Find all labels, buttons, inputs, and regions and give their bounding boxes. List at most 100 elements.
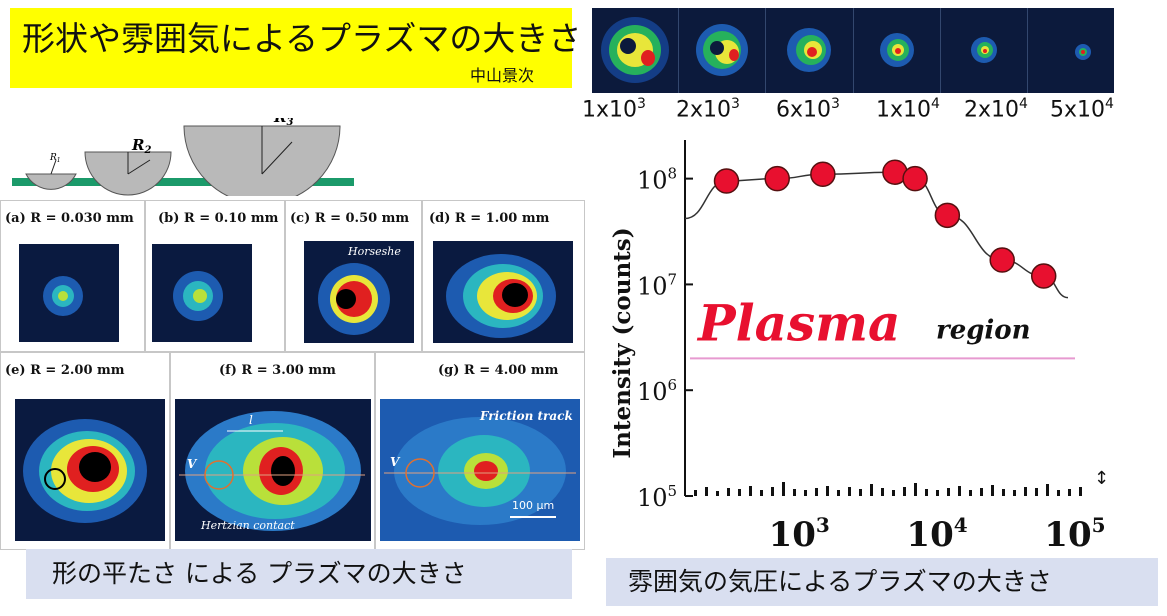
baseline-noise-mark bbox=[815, 488, 818, 496]
sphere-label-r1: R1 bbox=[49, 153, 61, 164]
baseline-noise-mark bbox=[793, 489, 796, 496]
data-point bbox=[764, 165, 790, 192]
baseline-noise-mark bbox=[705, 487, 708, 496]
baseline-noise-mark bbox=[716, 491, 719, 496]
caption-left: 形の平たさ による プラズマの大きさ bbox=[26, 549, 572, 599]
x-tick-label: 104 bbox=[906, 513, 967, 553]
baseline-noise-mark bbox=[782, 482, 785, 496]
data-point bbox=[902, 165, 928, 192]
baseline-noise-mark bbox=[694, 490, 697, 496]
title-banner bbox=[10, 8, 572, 88]
page-title: 形状や雰囲気によるプラズマの大きさ bbox=[22, 19, 582, 58]
y-axis-label: Intensity (counts) bbox=[609, 227, 636, 458]
baseline-noise-mark bbox=[760, 490, 763, 496]
baseline-noise-mark bbox=[859, 489, 862, 496]
flat-surface bbox=[12, 178, 354, 186]
panel-image bbox=[152, 244, 252, 342]
plasma-frame bbox=[854, 8, 941, 93]
baseline-noise-mark bbox=[881, 488, 884, 496]
panel-image bbox=[15, 399, 165, 541]
panel-c: (c) R = 0.50 mm Horseshe bbox=[285, 200, 422, 352]
plasma-frame bbox=[941, 8, 1028, 93]
panel-image: V l Hertzian contact bbox=[175, 399, 371, 541]
intensity-chart: Intensity (counts) 105 106 107 108 103 104 10… bbox=[609, 140, 1109, 553]
plasma-frame bbox=[766, 8, 854, 93]
length-label: l bbox=[249, 413, 253, 427]
baseline-noise-mark bbox=[771, 487, 774, 496]
sphere-label-r2: R2 bbox=[131, 136, 151, 156]
panel-label: (c) R = 0.50 mm bbox=[290, 211, 410, 226]
baseline-noise-mark bbox=[991, 485, 994, 496]
data-point bbox=[934, 202, 961, 229]
panel-label: (f) R = 3.00 mm bbox=[219, 363, 336, 378]
data-point bbox=[1030, 263, 1057, 289]
plasma-frame bbox=[1028, 8, 1114, 93]
panel-image bbox=[433, 241, 573, 343]
x-tick-label: 103 bbox=[769, 513, 830, 553]
y-tick-label: 108 bbox=[637, 165, 677, 195]
baseline-noise-mark bbox=[804, 490, 807, 496]
baseline-noise-mark bbox=[892, 490, 895, 496]
baseline-noise-mark bbox=[749, 486, 752, 496]
baseline-noise-mark bbox=[848, 487, 851, 496]
plasma-annotation: Plasma bbox=[696, 293, 900, 352]
y-tick-label: 107 bbox=[637, 270, 677, 300]
baseline-noise-mark bbox=[903, 487, 906, 496]
y-tick-label: 106 bbox=[637, 376, 677, 406]
plasma-frame bbox=[592, 8, 680, 93]
baseline-noise-mark bbox=[980, 488, 983, 496]
region-annotation: region bbox=[936, 315, 1031, 345]
hertzian-note: Hertzian contact bbox=[201, 519, 295, 532]
baseline-noise-mark bbox=[1035, 488, 1038, 496]
baseline-noise-mark bbox=[947, 488, 950, 496]
strip-label: 6x103 bbox=[776, 96, 840, 123]
baseline-noise-mark bbox=[969, 490, 972, 496]
baseline-noise-mark bbox=[738, 489, 741, 496]
velocity-label: V bbox=[187, 457, 197, 471]
baseline-noise-mark bbox=[1079, 487, 1082, 496]
panel-image: Horseshe bbox=[304, 241, 414, 343]
author-name: 中山景次 bbox=[470, 66, 535, 85]
updown-arrow-icon: ↕ bbox=[1094, 468, 1109, 489]
panel-label: (d) R = 1.00 mm bbox=[429, 211, 550, 226]
panel-label: (g) R = 4.00 mm bbox=[438, 363, 559, 378]
baseline-noise-mark bbox=[837, 490, 840, 496]
sphere-label-r3: R3 bbox=[273, 118, 293, 128]
baseline-noise-mark bbox=[727, 488, 730, 496]
horseshoe-note: Horseshe bbox=[348, 245, 401, 258]
panel-label: (e) R = 2.00 mm bbox=[5, 363, 125, 378]
panel-image bbox=[19, 244, 119, 342]
data-point bbox=[989, 247, 1015, 273]
plasma-frame bbox=[679, 8, 767, 93]
baseline-noise-mark bbox=[1057, 490, 1060, 496]
spheres-diagram: R1 R2 R3 bbox=[12, 118, 354, 196]
panel-f: (f) R = 3.00 mm V l Hertzian contact bbox=[170, 352, 375, 550]
scale-bar-label: 100 μm bbox=[512, 499, 555, 512]
baseline-noise-mark bbox=[870, 484, 873, 496]
baseline-noise-mark bbox=[1002, 489, 1005, 496]
strip-label: 5x104 bbox=[1050, 96, 1114, 123]
panel-b: (b) R = 0.10 mm bbox=[145, 200, 285, 352]
radius-line bbox=[261, 141, 293, 175]
panel-label: (b) R = 0.10 mm bbox=[158, 211, 279, 226]
trend-curve bbox=[684, 171, 1069, 299]
sphere-r1 bbox=[25, 173, 77, 190]
baseline-noise-mark bbox=[1024, 487, 1027, 496]
radius-line bbox=[127, 159, 151, 175]
radius-line bbox=[50, 159, 57, 175]
panel-label: (a) R = 0.030 mm bbox=[5, 211, 134, 226]
panel-a: (a) R = 0.030 mm bbox=[0, 200, 145, 352]
friction-note: Friction track bbox=[480, 409, 573, 423]
x-tick-label: 105 bbox=[1044, 513, 1105, 553]
baseline-noise-mark bbox=[826, 486, 829, 496]
plasma-image-strip bbox=[592, 8, 1114, 93]
baseline-noise-mark bbox=[1046, 484, 1049, 496]
strip-label: 1x103 bbox=[582, 96, 646, 123]
strip-label: 1x104 bbox=[876, 96, 940, 123]
baseline-noise-mark bbox=[958, 486, 961, 496]
panel-g: (g) R = 4.00 mm V Friction track 100 μm bbox=[375, 352, 585, 550]
strip-label: 2x104 bbox=[964, 96, 1028, 123]
data-point bbox=[713, 168, 740, 194]
strip-label: 2x103 bbox=[676, 96, 740, 123]
panel-d: (d) R = 1.00 mm bbox=[422, 200, 585, 352]
